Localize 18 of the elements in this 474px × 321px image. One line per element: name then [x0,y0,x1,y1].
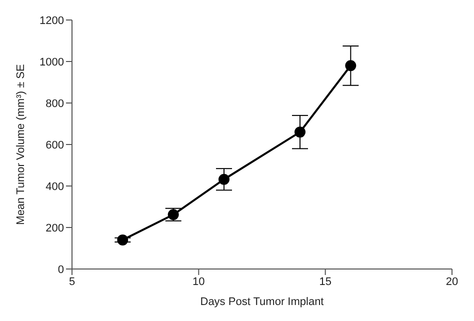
x-tick-label: 10 [192,276,205,288]
y-tick-label: 1000 [40,56,64,68]
x-tick-label: 20 [446,276,458,288]
x-tick-label: 15 [319,276,332,288]
y-tick-label: 600 [46,139,64,152]
y-tick-label: 200 [46,222,64,234]
y-tick-label: 800 [46,98,64,110]
point [117,234,128,246]
y-tick-label: 0 [58,264,64,276]
point [294,126,306,138]
x-tick-label: 5 [68,276,76,288]
point [218,174,230,185]
point [168,209,179,220]
point [345,60,356,72]
y-axis-title: Mean Tumor Volume (mm³) ± SE [14,64,27,225]
x-axis-title: Days Post Tumor Implant [200,296,324,308]
y-tick-label: 400 [46,180,64,193]
y-tick-label: 1200 [40,14,64,27]
